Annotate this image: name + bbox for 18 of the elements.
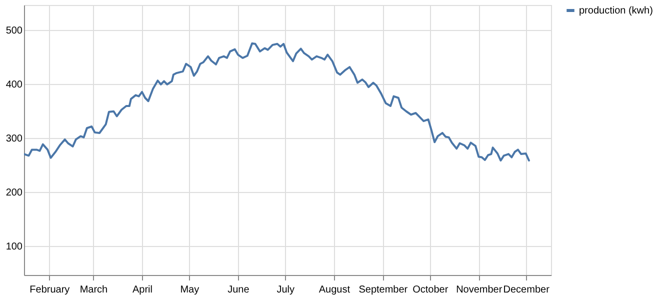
x-tick-label: February (30, 284, 70, 296)
x-tick-label: August (318, 284, 350, 296)
y-tick-label: 100 (6, 241, 23, 252)
y-tick-label: 500 (6, 25, 23, 36)
y-tick-label: 300 (6, 133, 23, 144)
y-tick-label: 400 (6, 79, 23, 90)
x-tick-label: December (503, 284, 550, 296)
x-tick-label: September (358, 284, 408, 296)
x-tick-label: April (132, 284, 152, 296)
y-tick-label: 200 (6, 187, 23, 198)
legend-label: production (kwh) (579, 6, 653, 16)
line-series (24, 42, 530, 162)
x-tick-label: May (180, 284, 200, 296)
x-tick-label: October (412, 284, 449, 296)
x-tick-label: June (228, 284, 250, 296)
x-tick-label: July (276, 284, 295, 296)
x-tick-label: November (456, 284, 503, 296)
x-tick-label: March (80, 284, 108, 296)
